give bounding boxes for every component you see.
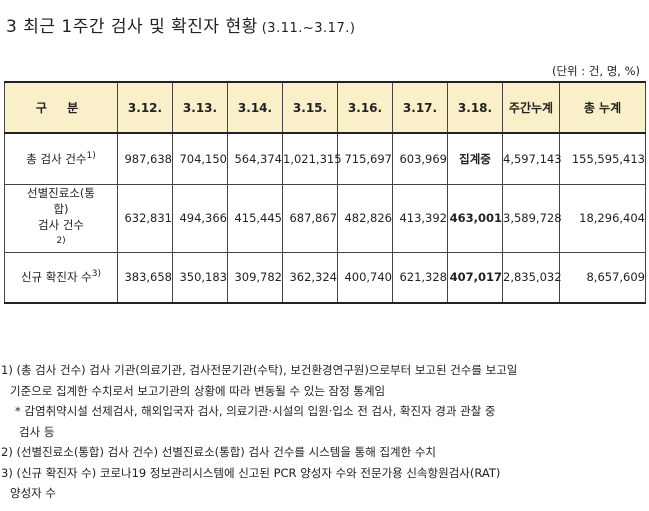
footnote-asterisk: * 감염취약시설 선제검사, 해외입국자 검사, 의료기관·시설의 입원·입소 … [1,401,647,442]
footnote-marker: 2) [56,235,66,246]
footnote-2: 2) (선별진료소(통합) 검사 건수) 선별진료소(통합) 검사 건수를 시스… [1,442,647,463]
header-weekly-total: 주간누계 [502,81,560,134]
unit-note: (단위 : 건, 명, %) [551,64,640,78]
row-label-screening-tests: 선별진료소(통 합) 검사 건수 2) [4,183,118,253]
footnote-line: 2) (선별진료소(통합) 검사 건수) 선별진료소(통합) 검사 건수를 시스… [1,445,436,459]
footnote-line: 양성자 수 [10,486,56,500]
title-period: (3.11.~3.17.) [261,21,356,36]
row-label-total-tests: 총 검사 건수1) [4,132,118,185]
header-date: 3.14. [227,81,283,134]
footnotes: 1) (총 검사 건수) 검사 기관(의료기관, 검사전문기관(수탁), 보건환… [1,360,647,504]
header-date: 3.15. [282,81,338,134]
row-label-text: 총 검사 건수 [26,151,87,166]
table-cell-pending: 집계중 [447,132,503,185]
header-date: 3.13. [172,81,228,134]
table-cell: 415,445 [227,183,283,253]
row-label-line: 검사 건수 2) [5,217,117,252]
table-cell: 687,867 [282,183,338,253]
footnote-line: 기준으로 집계한 수치로서 보고기관의 상황에 따라 변동될 수 있는 잠정 통… [10,383,386,398]
header-date: 3.16. [337,81,393,134]
table-cell: 482,826 [337,183,393,253]
footnote-marker: 3) [91,269,102,280]
table-cell: 362,324 [282,251,338,304]
table-cell: 621,328 [392,251,448,304]
table-cell: 704,150 [172,132,228,185]
table-cell: 1,021,315 [282,132,342,185]
table-cell: 494,366 [172,183,228,253]
table-cell: 18,296,404 [559,183,646,253]
header-date: 3.18. [447,81,503,134]
page-title: 3 최근 1주간 검사 및 확진자 현황 (3.11.~3.17.) [6,12,355,37]
row-label-line: 선별진료소(통 [27,185,95,200]
header-category: 구 분 [4,81,118,134]
header-date: 3.17. [392,81,448,134]
row-label-new-cases: 신규 확진자 수3) [4,251,118,304]
footnote-line: 1) (총 검사 건수) 검사 기관(의료기관, 검사전문기관(수탁), 보건환… [1,363,518,377]
table-cell: 2,835,032 [502,251,562,304]
footnote-line: * 감염취약시설 선제검사, 해외입국자 검사, 의료기관·시설의 입원·입소 … [15,404,496,418]
table-cell: 383,658 [117,251,173,304]
table-cell: 632,831 [117,183,173,253]
table-cell: 155,595,413 [559,132,646,185]
header-date: 3.12. [117,81,173,134]
table-cell: 350,183 [172,251,228,304]
table-cell: 8,657,609 [559,251,646,304]
table-row: 선별진료소(통 합) 검사 건수 2) 632,831 494,366 415,4… [4,183,646,253]
table-cell: 400,740 [337,251,393,304]
footnote-3: 3) (신규 확진자 수) 코로나19 정보관리시스템에 신고된 PCR 양성자… [1,463,647,504]
row-label-line: 합) [53,201,69,216]
footnote-marker: 1) [86,150,96,161]
table-header-row: 구 분 3.12. 3.13. 3.14. 3.15. 3.16. 3.17. … [4,81,646,134]
table-cell: 603,969 [392,132,448,185]
footnote-line: 3) (신규 확진자 수) 코로나19 정보관리시스템에 신고된 PCR 양성자… [1,465,501,480]
title-text: 3 최근 1주간 검사 및 확진자 현황 [6,17,258,37]
table-cell: 309,782 [227,251,283,304]
table-cell: 3,589,728 [502,183,562,253]
table-cell: 407,017 [447,251,503,304]
header-grand-total: 총 누계 [559,81,646,134]
table-cell: 715,697 [337,132,393,185]
table-cell: 564,374 [227,132,283,185]
table-cell: 987,638 [117,132,173,185]
row-label-text: 검사 건수 [38,217,84,232]
footnote-1: 1) (총 검사 건수) 검사 기관(의료기관, 검사전문기관(수탁), 보건환… [1,360,647,401]
table-row: 총 검사 건수1) 987,638 704,150 564,374 1,021,… [4,132,646,185]
table-cell: 413,392 [392,183,448,253]
table-cell: 463,001 [447,183,503,253]
footnote-line: 검사 등 [19,424,55,439]
row-label-text: 신규 확진자 수 [20,270,92,285]
stats-table: 구 분 3.12. 3.13. 3.14. 3.15. 3.16. 3.17. … [4,81,646,304]
table-row: 신규 확진자 수3) 383,658 350,183 309,782 362,3… [4,251,646,304]
table-cell: 4,597,143 [502,132,562,185]
